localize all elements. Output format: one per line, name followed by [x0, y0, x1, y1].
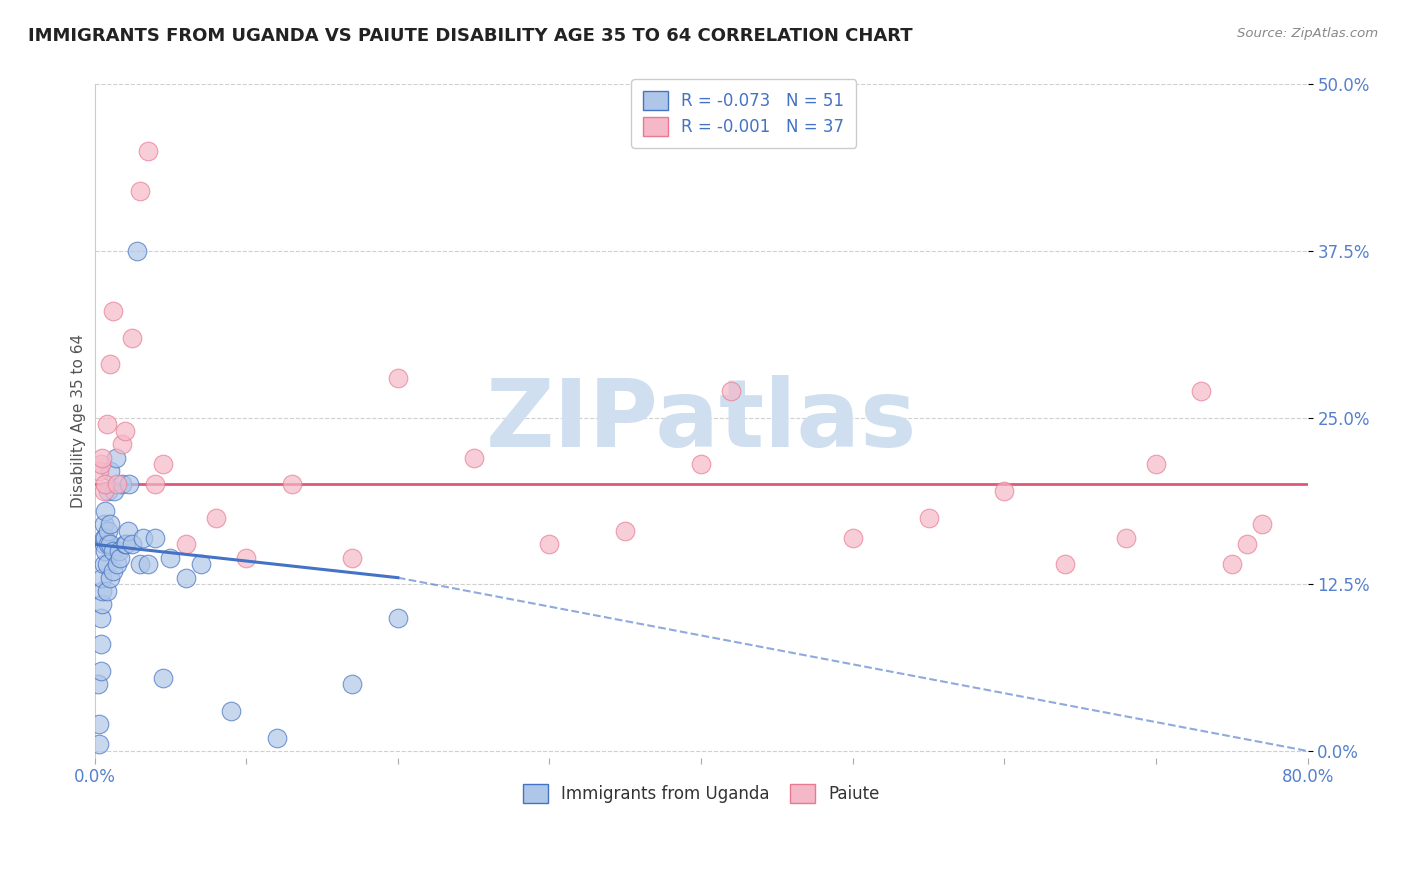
- Point: [1115, 531, 1137, 545]
- Point: [98, 517, 121, 532]
- Point: [720, 384, 742, 398]
- Point: [105, 558, 128, 572]
- Point: [690, 458, 713, 472]
- Point: [91, 450, 114, 465]
- Point: [117, 524, 139, 538]
- Point: [129, 558, 152, 572]
- Point: [152, 458, 174, 472]
- Point: [98, 464, 121, 478]
- Point: [463, 450, 485, 465]
- Point: [101, 544, 124, 558]
- Point: [101, 564, 124, 578]
- Point: [90, 610, 112, 624]
- Point: [93, 531, 115, 545]
- Point: [98, 358, 121, 372]
- Point: [205, 510, 228, 524]
- Point: [91, 571, 114, 585]
- Point: [129, 184, 152, 198]
- Point: [111, 477, 134, 491]
- Point: [136, 144, 159, 158]
- Point: [96, 558, 118, 572]
- Point: [98, 537, 121, 551]
- Point: [266, 731, 288, 745]
- Point: [87, 737, 110, 751]
- Point: [91, 584, 114, 599]
- Point: [132, 531, 155, 545]
- Point: [93, 558, 115, 572]
- Point: [94, 504, 117, 518]
- Point: [94, 477, 117, 491]
- Point: [917, 510, 939, 524]
- Point: [159, 550, 181, 565]
- Point: [87, 717, 110, 731]
- Point: [342, 677, 364, 691]
- Point: [93, 483, 115, 498]
- Point: [118, 477, 141, 491]
- Point: [96, 584, 118, 599]
- Point: [280, 477, 302, 491]
- Point: [90, 637, 112, 651]
- Point: [90, 458, 112, 472]
- Point: [136, 558, 159, 572]
- Point: [97, 524, 120, 538]
- Point: [387, 610, 409, 624]
- Point: [235, 550, 257, 565]
- Point: [105, 477, 128, 491]
- Point: [90, 664, 112, 678]
- Text: IMMIGRANTS FROM UGANDA VS PAIUTE DISABILITY AGE 35 TO 64 CORRELATION CHART: IMMIGRANTS FROM UGANDA VS PAIUTE DISABIL…: [28, 27, 912, 45]
- Point: [101, 304, 124, 318]
- Point: [993, 483, 1015, 498]
- Point: [108, 544, 131, 558]
- Point: [152, 671, 174, 685]
- Point: [114, 537, 136, 551]
- Point: [98, 571, 121, 585]
- Point: [121, 331, 143, 345]
- Point: [111, 437, 134, 451]
- Point: [97, 537, 120, 551]
- Point: [342, 550, 364, 565]
- Point: [94, 531, 117, 545]
- Point: [1053, 558, 1076, 572]
- Point: [190, 558, 212, 572]
- Y-axis label: Disability Age 35 to 64: Disability Age 35 to 64: [72, 334, 86, 508]
- Point: [538, 537, 561, 551]
- Point: [96, 417, 118, 432]
- Point: [1251, 517, 1274, 532]
- Point: [115, 537, 138, 551]
- Point: [103, 483, 125, 498]
- Point: [121, 537, 143, 551]
- Point: [93, 537, 115, 551]
- Point: [841, 531, 863, 545]
- Point: [97, 483, 120, 498]
- Point: [1220, 558, 1243, 572]
- Point: [614, 524, 637, 538]
- Point: [125, 244, 148, 258]
- Point: [143, 477, 166, 491]
- Point: [91, 598, 114, 612]
- Point: [143, 531, 166, 545]
- Point: [1144, 458, 1167, 472]
- Point: [93, 517, 115, 532]
- Point: [174, 571, 197, 585]
- Legend: Immigrants from Uganda, Paiute: Immigrants from Uganda, Paiute: [513, 774, 890, 814]
- Point: [86, 677, 108, 691]
- Point: [387, 370, 409, 384]
- Point: [1189, 384, 1212, 398]
- Point: [219, 704, 242, 718]
- Point: [94, 544, 117, 558]
- Point: [174, 537, 197, 551]
- Text: Source: ZipAtlas.com: Source: ZipAtlas.com: [1237, 27, 1378, 40]
- Point: [114, 424, 136, 438]
- Point: [1236, 537, 1258, 551]
- Text: ZIPatlas: ZIPatlas: [485, 375, 917, 467]
- Point: [104, 450, 127, 465]
- Point: [110, 550, 132, 565]
- Point: [87, 464, 110, 478]
